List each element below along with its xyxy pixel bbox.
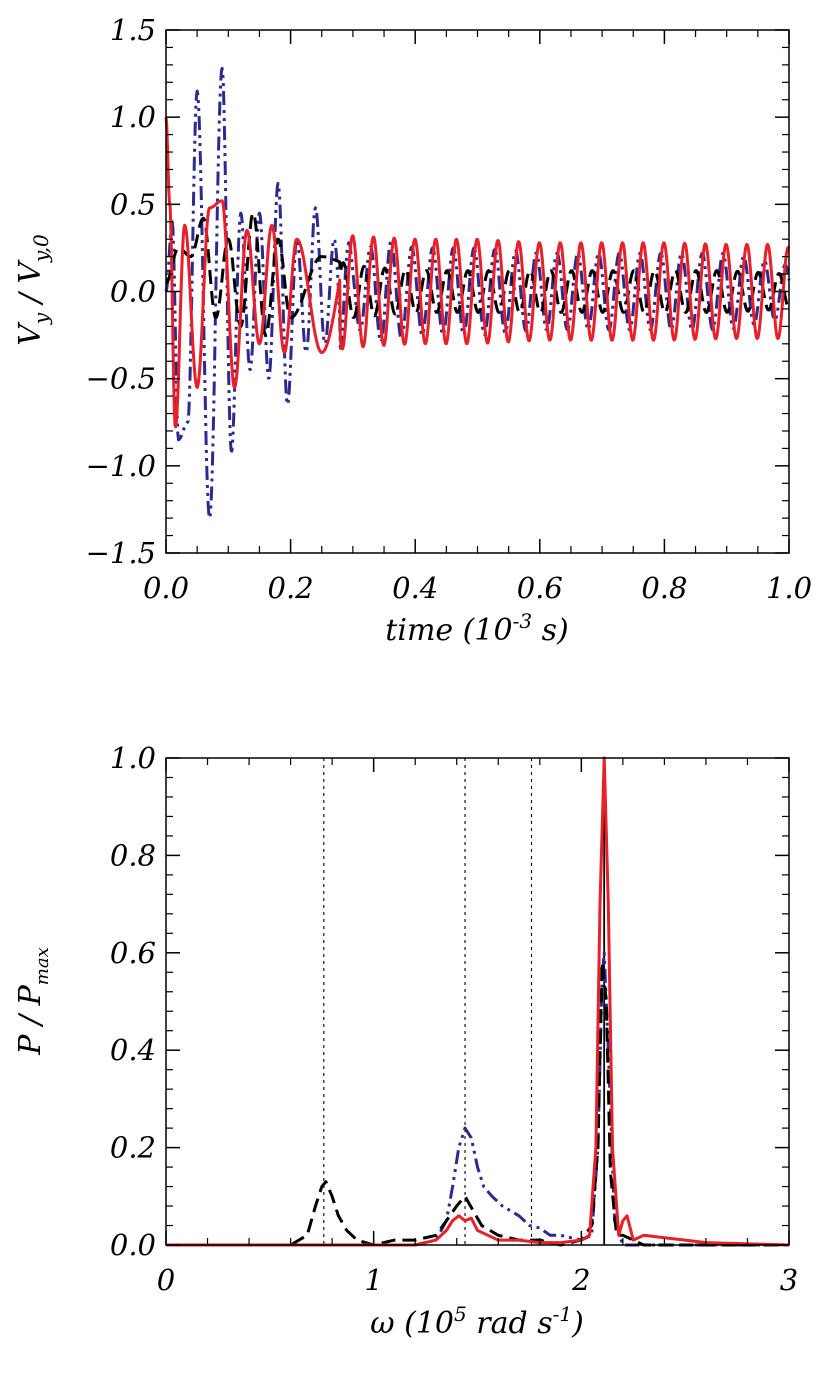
bottom-series-line-1 bbox=[166, 951, 789, 1247]
x-tick-label: 3 bbox=[780, 1263, 798, 1297]
top-series-line-2 bbox=[165, 211, 791, 337]
y-tick-label: 1.0 bbox=[110, 100, 156, 134]
y-tick-label: 0.6 bbox=[110, 936, 156, 970]
top-y-axis-title: Vy / Vy,0 bbox=[13, 234, 53, 346]
x-tick-label: 0.6 bbox=[517, 571, 563, 605]
top-series-line-3 bbox=[164, 117, 791, 429]
bottom-series-line-3 bbox=[166, 756, 790, 1247]
y-tick-label: −1.0 bbox=[86, 449, 156, 483]
y-tick-label: 0.2 bbox=[110, 1131, 156, 1165]
y-tick-label: 1.0 bbox=[110, 741, 156, 775]
top-series-line-1 bbox=[164, 66, 791, 520]
bottom-series-line-2 bbox=[166, 961, 789, 1247]
x-tick-label: 1 bbox=[364, 1263, 382, 1297]
y-tick-label: 0.0 bbox=[110, 1228, 156, 1262]
top-x-axis-title: time (10-3 s) bbox=[385, 609, 568, 648]
x-tick-label: 0.0 bbox=[143, 571, 189, 605]
top-panel: 0.0 0.2 0.4 0.6 0.8 1.0 −1.5 −1.0 −0.5 0.0 0.5 1.0 1… bbox=[13, 13, 812, 648]
x-tick-label: 1.0 bbox=[766, 571, 812, 605]
bottom-x-axis-title: ω (105 rad s-1) bbox=[370, 1302, 584, 1341]
bottom-ticks-group: 0 1 2 3 0.0 0.2 0.4 0.6 0.8 1.0 bbox=[110, 741, 798, 1297]
y-tick-label: −1.5 bbox=[86, 536, 156, 570]
y-tick-label: 1.5 bbox=[110, 13, 156, 47]
y-tick-label: 0.4 bbox=[110, 1033, 156, 1067]
bottom-series-group bbox=[166, 756, 790, 1247]
x-tick-label: 0 bbox=[157, 1263, 175, 1297]
top-ticks-group: 0.0 0.2 0.4 0.6 0.8 1.0 −1.5 −1.0 −0.5 0.0 0.5 1.0 1… bbox=[86, 13, 812, 605]
bottom-y-axis-title: P / Pmax bbox=[13, 947, 53, 1056]
y-tick-label: −0.5 bbox=[86, 362, 156, 396]
x-tick-label: 0.2 bbox=[268, 571, 314, 605]
y-tick-label: 0.5 bbox=[110, 187, 156, 221]
bottom-reference-lines bbox=[323, 758, 606, 1245]
top-series-group bbox=[164, 66, 791, 520]
bottom-panel: 0 1 2 3 0.0 0.2 0.4 0.6 0.8 1.0 ω (105 rad s-1) P… bbox=[13, 741, 798, 1341]
y-tick-label: 0.0 bbox=[110, 275, 156, 309]
x-tick-label: 0.8 bbox=[641, 571, 687, 605]
x-tick-label: 2 bbox=[571, 1263, 590, 1297]
x-tick-label: 0.4 bbox=[392, 571, 438, 605]
y-tick-label: 0.8 bbox=[110, 838, 156, 872]
bottom-plot-frame bbox=[165, 757, 790, 1246]
